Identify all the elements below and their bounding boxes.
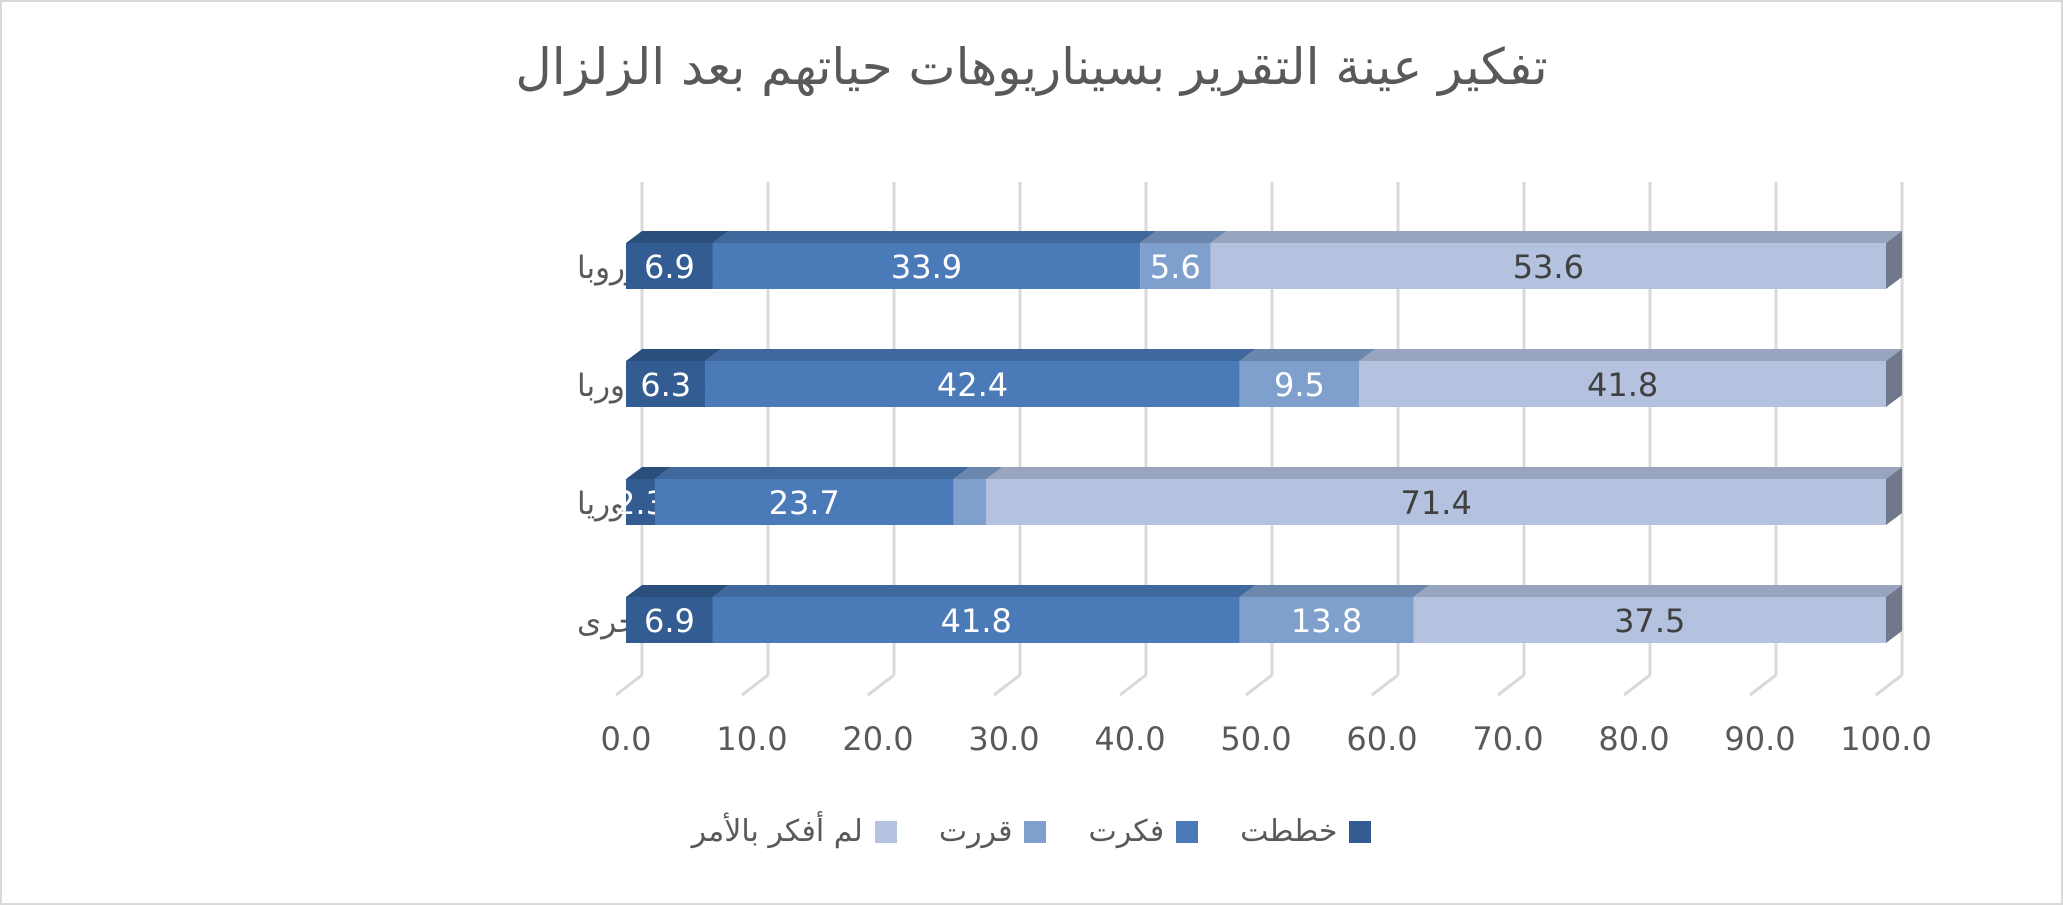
gridline-floor <box>1875 673 1903 697</box>
bar-top-face <box>626 349 722 361</box>
x-tick-label: 0.0 <box>601 720 652 758</box>
gridline-floor <box>1371 673 1399 697</box>
data-label: 6.9 <box>644 248 695 286</box>
bar-top-face <box>712 231 1157 243</box>
bar-end-face <box>1886 585 1902 643</box>
legend-swatch <box>874 820 897 843</box>
x-tick-label: 70.0 <box>1472 720 1543 758</box>
bar-segment <box>626 479 655 525</box>
bar-segment <box>1413 597 1886 643</box>
legend-item: قررت <box>939 814 1047 849</box>
bar-top-face <box>712 585 1256 597</box>
bar-segment <box>626 243 713 289</box>
bar-top-face <box>1359 349 1902 361</box>
chart-title: تفكير عينة التقرير بسيناريوهات حياتهم بع… <box>515 38 1548 96</box>
data-label: 71.4 <box>1401 484 1472 522</box>
bar-segment <box>626 597 713 643</box>
x-tick-label: 50.0 <box>1220 720 1291 758</box>
bar-top-face <box>626 467 671 479</box>
bar-top-face <box>705 349 1256 361</box>
bar-top-face <box>953 467 1003 479</box>
data-label: 6.9 <box>644 602 695 640</box>
legend-swatch <box>1176 820 1199 843</box>
data-label: 33.9 <box>891 248 962 286</box>
data-label: 41.8 <box>941 602 1012 640</box>
bar-top-face <box>626 231 729 243</box>
gridline-floor <box>615 673 643 697</box>
gridline-floor <box>1245 673 1273 697</box>
bar-end-face <box>1886 349 1902 407</box>
bar-top-face <box>654 467 970 479</box>
legend-item: فكرت <box>1088 814 1199 849</box>
data-label: 42.4 <box>937 366 1008 404</box>
data-label: 6.3 <box>640 366 691 404</box>
x-tick-label: 60.0 <box>1346 720 1417 758</box>
legend-swatch <box>1349 820 1372 843</box>
bar-segment <box>712 243 1141 289</box>
bar-top-face <box>1413 585 1902 597</box>
data-label: 5.6 <box>1150 248 1201 286</box>
bar-top-face <box>986 467 1902 479</box>
x-tick-label: 30.0 <box>968 720 1039 758</box>
bar-segment <box>1359 361 1886 407</box>
data-label: 23.7 <box>769 484 840 522</box>
bar-segment <box>1210 243 1886 289</box>
bar-segment <box>1239 597 1414 643</box>
gridline-floor <box>993 673 1021 697</box>
x-tick-label: 10.0 <box>716 720 787 758</box>
x-tick-label: 80.0 <box>1598 720 1669 758</box>
gridline-floor <box>867 673 895 697</box>
bar-top-face <box>626 585 729 597</box>
bar-top-face <box>1239 585 1430 597</box>
data-label: 13.8 <box>1291 602 1362 640</box>
bar-end-face <box>1886 231 1902 289</box>
gridline-floor <box>1497 673 1525 697</box>
bar-top-face <box>1239 349 1376 361</box>
bar-end-face <box>1886 467 1902 525</box>
gridline-floor <box>1119 673 1147 697</box>
bar-segment <box>953 479 987 525</box>
legend-label: لم أفكر بالأمر <box>691 814 863 849</box>
bar-top-face <box>1140 231 1227 243</box>
gridline-floor <box>1623 673 1651 697</box>
chart-legend: خططت فكرت قررت لم أفكر بالأمر <box>2 814 2061 849</box>
bar-segment <box>986 479 1886 525</box>
data-label: 9.5 <box>1274 366 1325 404</box>
gridline-floor <box>741 673 769 697</box>
x-tick-label: 40.0 <box>1094 720 1165 758</box>
gridline-floor <box>1749 673 1777 697</box>
legend-swatch <box>1024 820 1047 843</box>
bar-segment <box>654 479 954 525</box>
x-tick-label: 100.0 <box>1840 720 1932 758</box>
data-label: 37.5 <box>1614 602 1685 640</box>
bar-segment <box>705 361 1240 407</box>
data-label: 53.6 <box>1513 248 1584 286</box>
legend-label: فكرت <box>1088 814 1165 849</box>
bar-segment <box>1140 243 1211 289</box>
legend-item: خططت <box>1240 814 1372 849</box>
legend-item: لم أفكر بالأمر <box>692 814 897 849</box>
bar-segment <box>1239 361 1360 407</box>
bar-segment <box>626 361 706 407</box>
data-label: 41.8 <box>1587 366 1658 404</box>
bar-segment <box>712 597 1240 643</box>
legend-label: خططت <box>1240 814 1338 849</box>
bar-top-face <box>1210 231 1902 243</box>
x-tick-label: 20.0 <box>842 720 913 758</box>
x-tick-label: 90.0 <box>1724 720 1795 758</box>
legend-label: قررت <box>938 814 1013 849</box>
